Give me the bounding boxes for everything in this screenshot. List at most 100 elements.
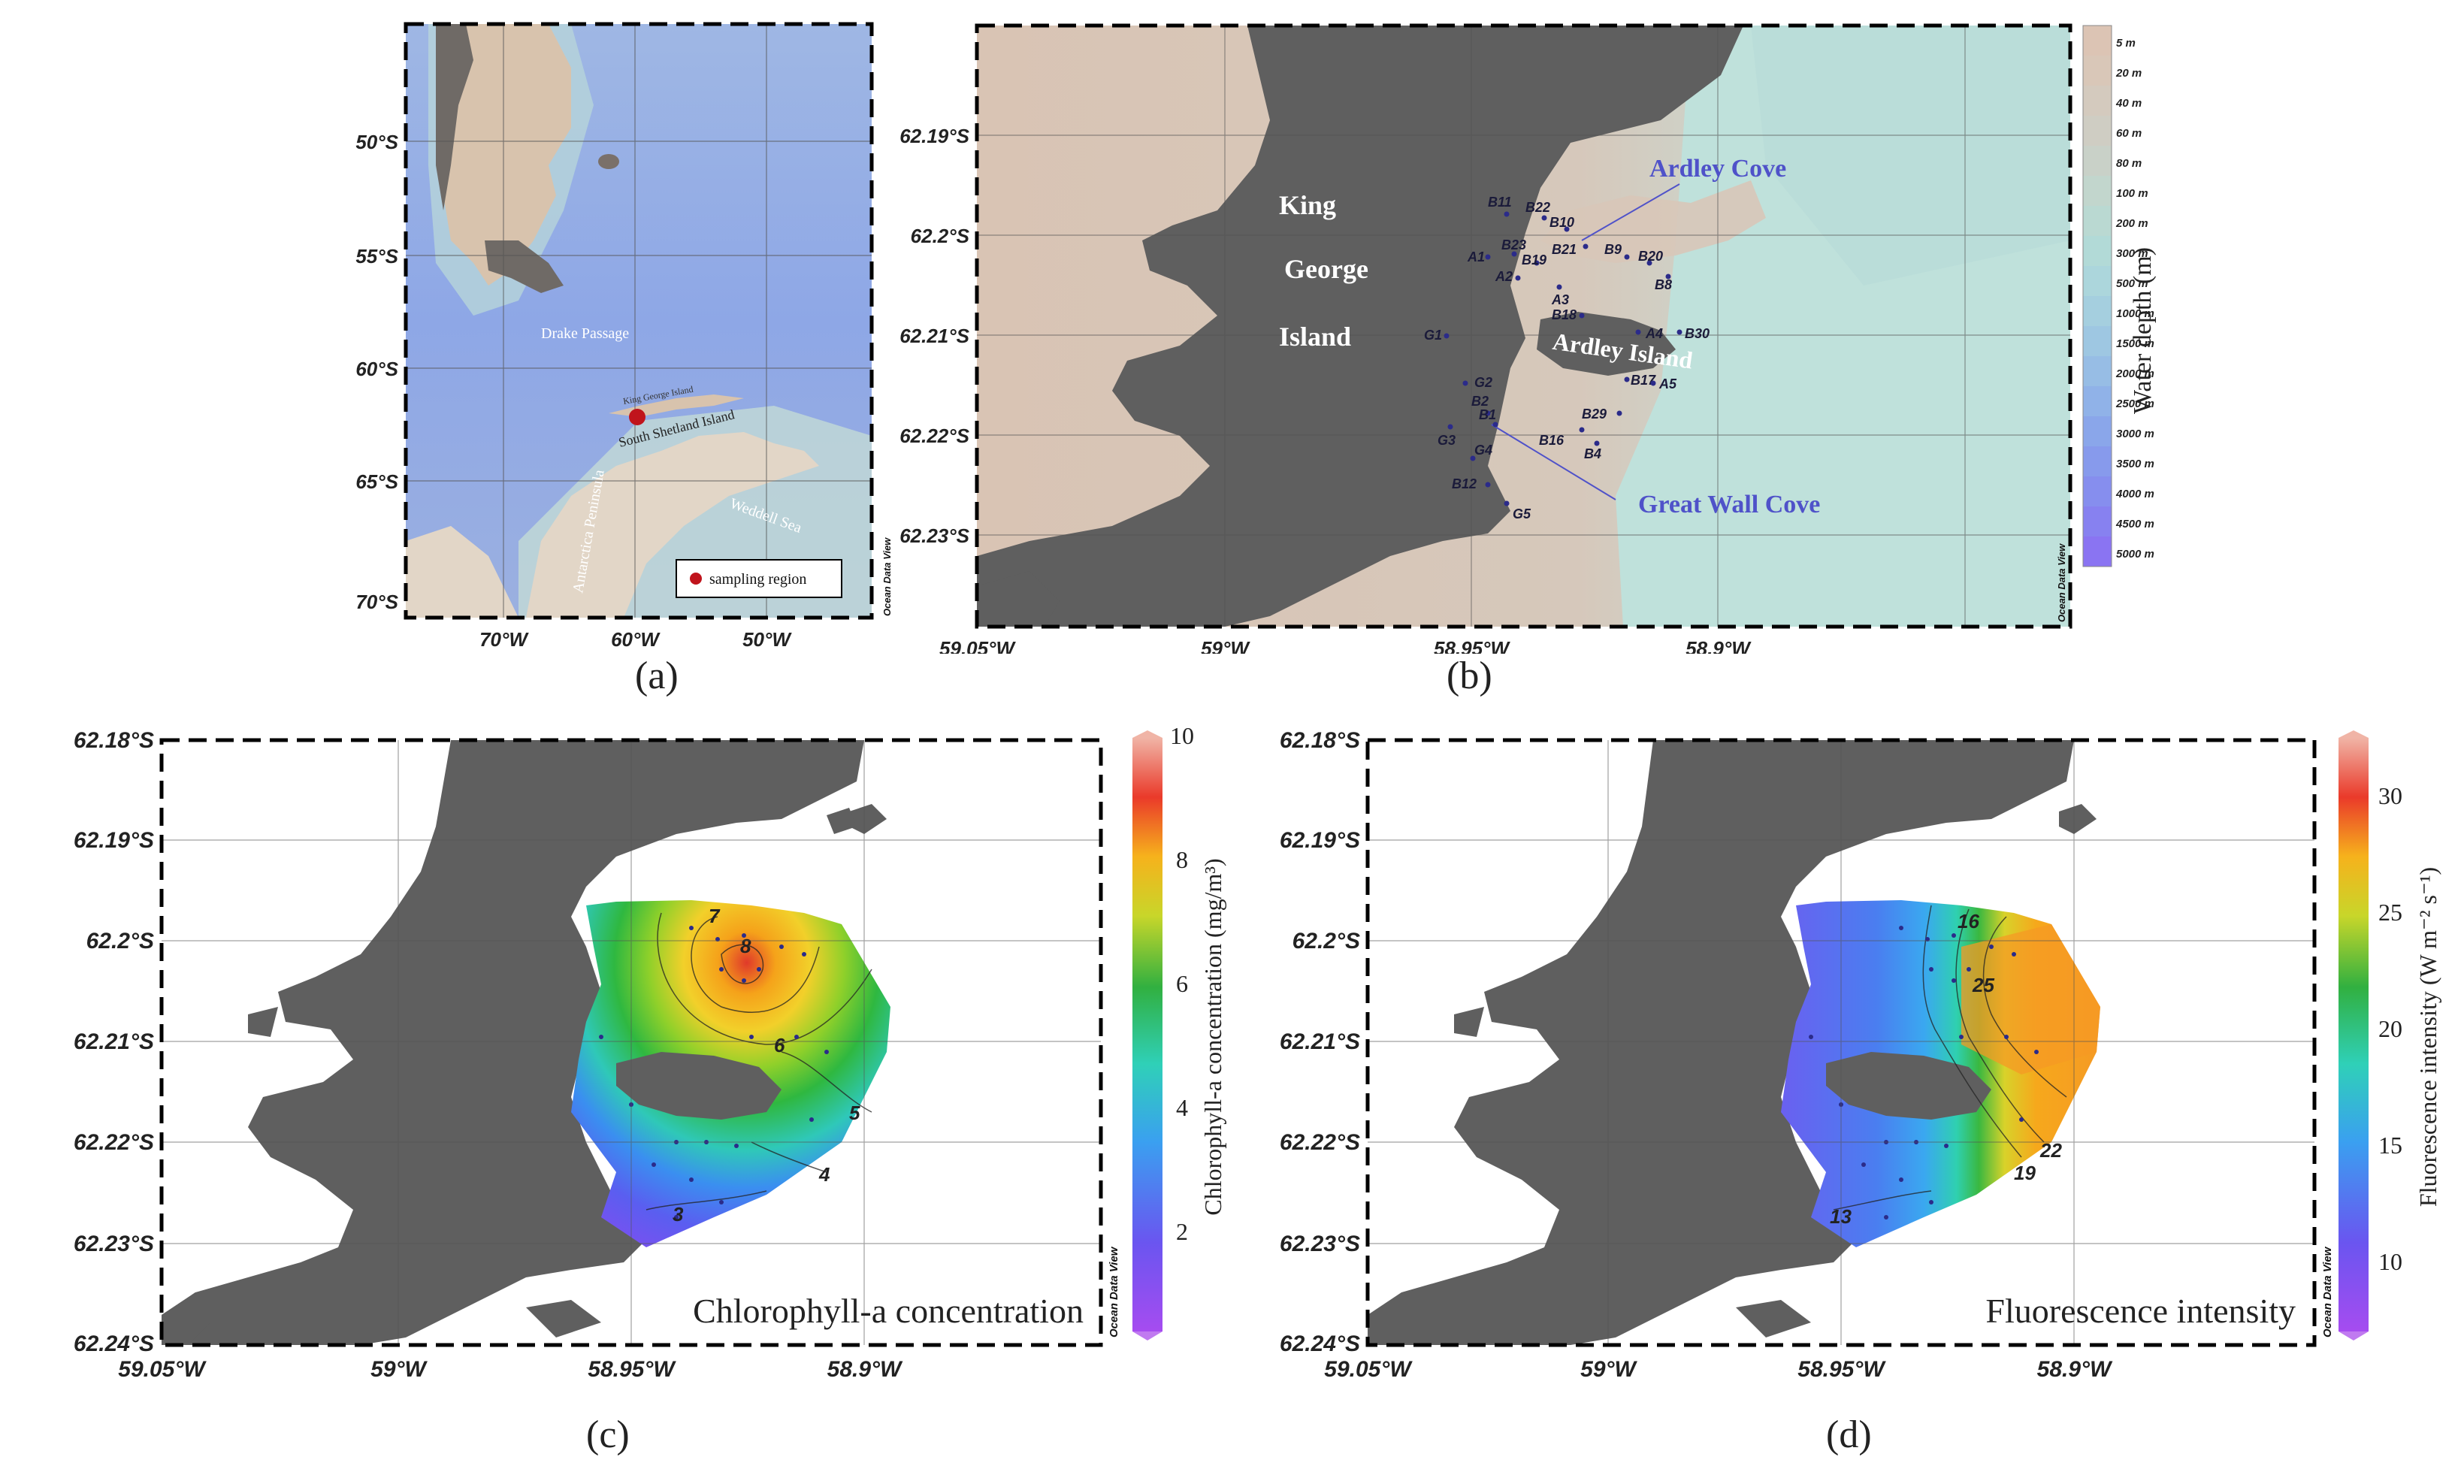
depth-colorbar-step: [2083, 26, 2112, 56]
depth-colorbar-step: [2083, 86, 2112, 116]
lat-label: 62.21°S: [899, 325, 969, 347]
inset-title: Fluorescence intensity: [1985, 1292, 2296, 1330]
colorbar-title: Chlorophyll-a concentration (mg/m³): [1199, 858, 1226, 1215]
depth-colorbar-step: [2083, 476, 2112, 506]
colorbar-tick: 8: [1176, 846, 1188, 873]
lat-label: 62.2°S: [1292, 929, 1360, 954]
overview-map: 50°S 55°S 60°S 65°S 70°S 70°W 60°W 50°W …: [355, 22, 893, 651]
colorbar-tick: 2: [1176, 1218, 1188, 1245]
colorbar-tick: 30: [2378, 782, 2402, 809]
station-label: A1: [1467, 249, 1485, 264]
lat-label: 50°S: [355, 131, 398, 153]
depth-colorbar-step: [2083, 536, 2112, 567]
lon-label: 59.05°W: [118, 1357, 207, 1382]
lon-label: 50°W: [742, 628, 792, 651]
lat-label: 62.18°S: [1280, 728, 1360, 753]
great-wall-cove-label: Great Wall Cove: [1638, 491, 1820, 518]
station-label: B30: [1685, 326, 1710, 341]
station-label: B9: [1604, 242, 1622, 257]
depth-tick-label: 500 m: [2116, 277, 2148, 290]
depth-tick-label: 2500 m: [2115, 397, 2154, 410]
lat-label: 60°S: [355, 358, 398, 380]
ardley-island: [616, 1052, 782, 1120]
colorbar-tick: 20: [2378, 1015, 2402, 1042]
lon-label: 59°W: [1201, 637, 1250, 654]
lon-label: 58.95°W: [1797, 1357, 1886, 1382]
station-label: G4: [1474, 443, 1492, 458]
station-label: B8: [1655, 277, 1672, 292]
lon-label: 59°W: [1580, 1357, 1637, 1382]
depth-tick-label: 2000 m: [2115, 367, 2154, 380]
lat-label: 62.2°S: [911, 225, 970, 247]
panel-c: 8 7 6 5 4 3 62.18°S 62.19°S 62.2°S 62.21…: [0, 721, 1240, 1443]
station-label: B16: [1539, 433, 1565, 448]
station-markers: B11 B22 B10 A1 B23 B19 B21 B9 B20 B8 A2 …: [1424, 195, 1710, 521]
station-label: B12: [1452, 476, 1477, 491]
station-label: G5: [1513, 506, 1531, 521]
lat-label: 62.23°S: [1280, 1232, 1360, 1256]
station-label: A5: [1658, 376, 1677, 391]
odv-watermark: Ocean Data View: [1108, 1246, 1120, 1337]
island-label: King: [1279, 190, 1336, 220]
lat-label: 62.19°S: [74, 828, 154, 853]
sampling-region-marker: [629, 409, 645, 425]
panel-a-caption: (a): [635, 654, 679, 697]
king-george-island: [977, 26, 1743, 627]
legend-label: sampling region: [709, 571, 806, 588]
lon-label: 59.05°W: [1324, 1357, 1413, 1382]
lat-label: 62.21°S: [1280, 1029, 1360, 1054]
depth-colorbar-step: [2083, 386, 2112, 416]
inset-title: Chlorophyll-a concentration: [693, 1292, 1084, 1330]
colorbar-title: Fluorescence intensity (W m⁻² s⁻¹): [2414, 867, 2441, 1207]
station-label: G3: [1438, 433, 1456, 448]
contour-label: 22: [2039, 1139, 2062, 1162]
fluorescence-colorbar: [2339, 730, 2369, 1340]
lat-label: 62.19°S: [899, 125, 969, 147]
lon-label: 59°W: [370, 1357, 428, 1382]
depth-colorbar-step: [2083, 326, 2112, 356]
station-label: B19: [1522, 252, 1546, 267]
island-label: Island: [1279, 322, 1351, 352]
panel-c-caption: (c): [586, 1413, 630, 1456]
antarctica-land: [526, 432, 819, 618]
contour-label: 6: [774, 1034, 785, 1056]
depth-tick-label: 3000 m: [2116, 428, 2154, 440]
chlorophyll-map: 8 7 6 5 4 3 62.18°S 62.19°S 62.2°S 62.21…: [74, 722, 1226, 1382]
contour-label: 3: [673, 1203, 684, 1226]
depth-colorbar-step: [2083, 416, 2112, 446]
depth-tick-label: 1000 m: [2116, 307, 2154, 320]
fluorescence-map: 16 25 22 19 13 62.18°S 62.19°S 62.2°S 62…: [1280, 728, 2441, 1382]
depth-colorbar-step: [2083, 56, 2112, 86]
lat-label: 62.24°S: [1280, 1331, 1360, 1356]
lat-label: 70°S: [355, 591, 398, 613]
odv-watermark: Ocean Data View: [2321, 1246, 2334, 1337]
odv-watermark: Ocean Data View: [2056, 543, 2067, 622]
depth-colorbar-step: [2083, 236, 2112, 266]
panel-d: 16 25 22 19 13 62.18°S 62.19°S 62.2°S 62…: [1210, 721, 2464, 1443]
chlorophyll-colorbar: [1132, 730, 1162, 1340]
lat-label: 62.22°S: [899, 425, 969, 447]
island-label: George: [1284, 254, 1368, 284]
station-label: A4: [1645, 326, 1663, 341]
ardley-island: [1537, 312, 1676, 376]
colorbar-tick: 25: [2378, 899, 2402, 926]
depth-colorbar: 5 m 20 m 40 m 60 m 80 m 100 m 200 m 300 m 500 m 1…: [2082, 25, 2154, 567]
contour-label: 19: [2014, 1162, 2036, 1184]
depth-tick-label: 300 m: [2116, 247, 2148, 260]
contour-label: 8: [740, 935, 751, 957]
station-label: A3: [1551, 292, 1569, 307]
station-label: B23: [1501, 237, 1526, 252]
depth-tick-label: 1500 m: [2116, 337, 2154, 350]
station-label: B17: [1631, 373, 1656, 388]
colorbar-tick: 15: [2378, 1132, 2402, 1159]
panel-a: 50°S 55°S 60°S 65°S 70°S 70°W 60°W 50°W …: [323, 15, 909, 654]
station-label: B20: [1638, 249, 1663, 264]
station-label: B18: [1552, 307, 1577, 322]
station-label: B22: [1525, 200, 1550, 215]
station-label: A2: [1495, 269, 1513, 284]
station-label: G1: [1424, 328, 1442, 343]
place-label: Drake Passage: [541, 325, 629, 342]
lat-label: 62.23°S: [899, 524, 969, 547]
legend: sampling region: [676, 559, 842, 598]
contour-label: 7: [709, 905, 721, 927]
